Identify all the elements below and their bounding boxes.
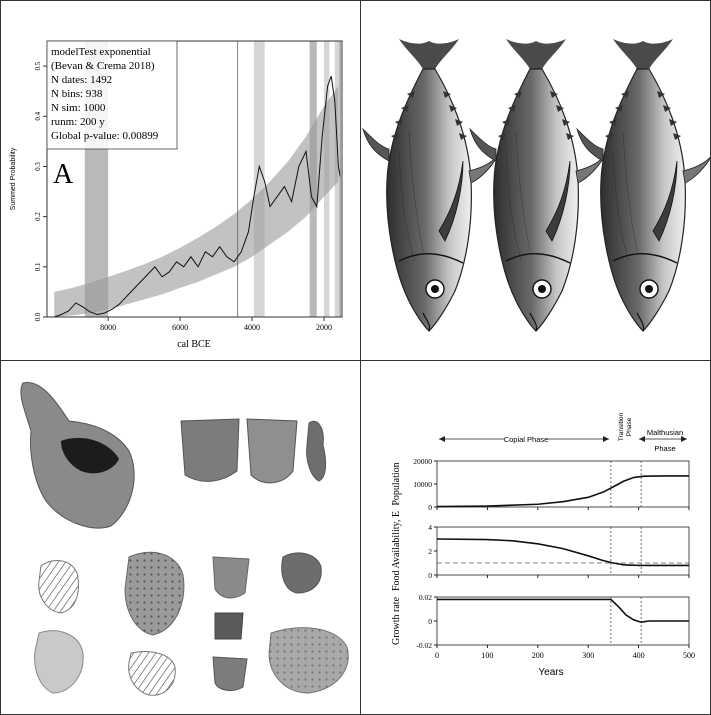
malthusian-phase-label-1: Malthusian [647,428,683,437]
y-tick-label: 0.02 [419,593,432,602]
series-line-1 [437,598,689,624]
envelope-area [54,86,339,317]
subplot-1: 0 10000 20000 Population [391,457,690,512]
legend-line-3: N dates: 1492 [51,74,112,86]
tuna-illustration [362,38,710,332]
tuna-fish-3 [576,38,710,332]
spd-line-1 [54,75,341,318]
summed-probability-chart: 8000 6000 4000 2000 0.0 0.1 0.2 0.3 0.4 0.5 model… [10,40,343,350]
y-axis-label: Growth rate [391,596,402,645]
y-axis-label: Summed Probability [10,147,17,210]
sherd-top-3 [306,420,327,482]
y-tick-label: 0 [428,617,432,626]
legend-box: modelTest exponential (Bevan & Crema 201… [46,40,178,150]
tuna-fish-2 [469,38,609,332]
x-tick-label-6000: 6000 [172,323,188,332]
legend-line-5: N sim: 1000 [51,102,106,114]
subplot-3: 0.02 0 -0.02 Growth rate [391,593,690,650]
x-axis-label: cal BCE [177,339,211,350]
phase-annotations: Copial Phase Transition Phase Malthusian… [439,412,687,453]
y-tick-label: 20000 [413,457,432,466]
pottery-sherds-panel [0,360,361,715]
highlight-band-2 [253,41,265,317]
sherd-mid-2-texture [125,552,184,635]
sherd-bottom-3 [212,656,248,691]
tuna-fish-1 [362,38,502,332]
confidence-envelope [54,86,339,317]
y-tick-label-0.3: 0.3 [34,162,42,171]
x-tick-label-2000: 2000 [316,323,332,332]
legend-line-2: (Bevan & Crema 2018) [51,60,155,72]
x-tick-label-4000: 4000 [244,323,260,332]
y-tick-label-0.1: 0.1 [34,262,42,271]
legend-line-1: modelTest exponential [51,46,151,58]
y-tick-label: 4 [428,523,432,532]
y-tick-label: 0 [428,503,432,512]
tuna-illustration-panel [360,0,711,361]
x-tick-label-300: 300 [582,651,594,660]
subplot-frame [436,526,690,576]
y-tick-label: -0.02 [416,641,432,650]
x-axis-label: Years [538,667,563,678]
legend-line-4: N bins: 938 [51,88,103,100]
population-model-chart: Copial Phase Transition Phase Malthusian… [391,412,695,678]
legend-line-7: Global p-value: 0.00899 [51,130,159,142]
y-tick-label-0.5: 0.5 [34,61,42,70]
axes: 8000 6000 4000 2000 0.0 0.1 0.2 0.3 0.4 0.5 [34,61,332,332]
sherd-mid-1 [38,560,79,614]
sherd-bottom-4-texture [269,627,349,693]
subplot-2: 0 2 4 Food Availability, E [391,511,690,591]
copial-phase-label: Copial Phase [504,435,549,444]
sherd-top-2 [246,418,298,484]
summed-probability-panel: 8000 6000 4000 2000 0.0 0.1 0.2 0.3 0.4 0.5 model… [0,0,361,361]
y-tick-label-0.4: 0.4 [34,111,42,120]
x-tick-label-100: 100 [481,651,493,660]
series-line-1 [436,538,689,567]
x-tick-label-400: 400 [633,651,645,660]
y-tick-label-0: 0.0 [34,312,42,321]
subplot-frame [436,460,690,508]
x-tick-label-500: 500 [683,651,695,660]
y-tick-label: 0 [428,571,432,580]
sherd-top-1 [180,418,240,482]
y-tick-label-0.2: 0.2 [34,212,42,221]
sherd-large-rim [20,382,135,529]
legend-frame [46,40,178,150]
spd-series [54,75,341,318]
malthusian-phase-label-2: Phase [654,444,675,453]
y-axis-label: Population [391,462,402,505]
transition-phase-label-2: Phase [626,417,633,436]
transition-phase-label-1: Transition [618,412,625,441]
y-tick-label: 2 [428,547,432,556]
x-tick-label-200: 200 [532,651,544,660]
x-tick-label-0: 0 [435,651,439,660]
sherd-mid-3 [212,556,250,599]
x-tick-label-8000: 8000 [100,323,116,332]
series-line-1 [436,475,689,508]
sherd-bottom-2 [128,651,176,696]
sherd-small [214,612,244,640]
copial-phase-label-bg [504,433,548,445]
sherd-mid-4 [281,552,322,594]
legend-line-6: runm: 200 y [51,116,105,128]
sherd-bottom-1 [34,630,84,694]
panel-letter: A [53,159,74,190]
y-axis-label: Food Availability, E [391,511,402,591]
plot-frame [46,40,343,318]
population-model-panel: Copial Phase Transition Phase Malthusian… [360,360,711,715]
y-tick-label: 10000 [413,480,432,489]
reference-lines [237,41,341,317]
pottery-sherds-photo [20,382,349,696]
